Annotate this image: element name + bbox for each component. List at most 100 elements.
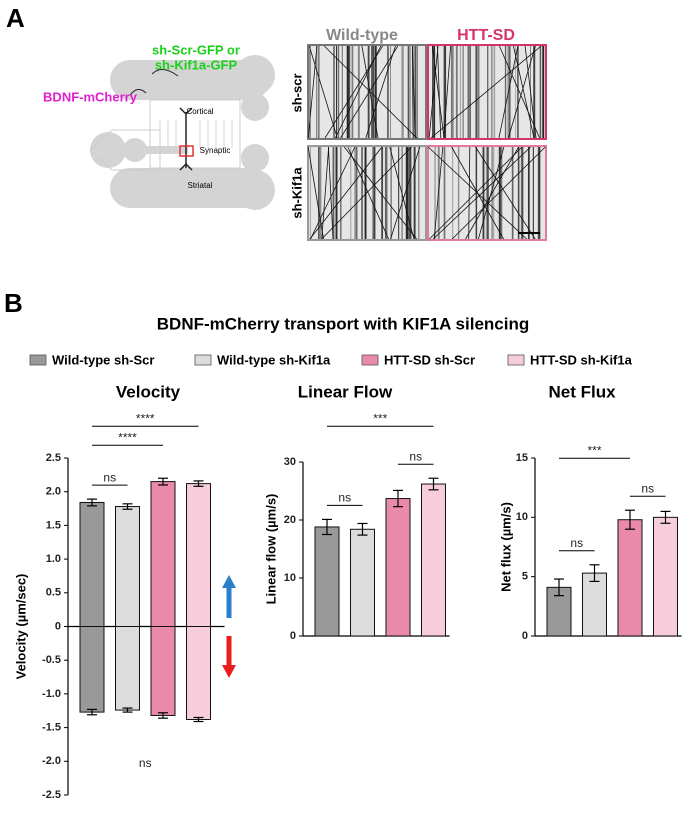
- kymo-track: [321, 146, 412, 240]
- significance-label: ns: [338, 491, 351, 505]
- kymo-track: [309, 146, 383, 240]
- column-label: Wild-type: [326, 27, 398, 44]
- kymo-track: [343, 146, 417, 240]
- row-label: sh-scr: [289, 73, 304, 112]
- kymo-track: [347, 146, 389, 240]
- y-axis-label: Linear flow (µm/s): [263, 494, 278, 605]
- significance-label: ns: [139, 756, 152, 770]
- bar: [314, 526, 340, 637]
- bar: [186, 626, 211, 721]
- bar: [150, 481, 176, 627]
- kymo-track: [437, 45, 442, 139]
- kymo-track: [308, 45, 338, 139]
- bar: [617, 519, 643, 637]
- kymograph: [427, 44, 547, 140]
- row-label: sh-Kif1a: [289, 167, 304, 219]
- kymo-track: [507, 45, 536, 139]
- kymo-track: [431, 45, 445, 139]
- kymo-track: [451, 146, 546, 240]
- region-label: Cortical: [186, 107, 213, 116]
- green-label: sh-Kif1a-GFP: [155, 57, 238, 72]
- bar: [350, 528, 375, 637]
- chart-title: Net Flux: [548, 382, 616, 401]
- y-tick-label: 2.0: [46, 486, 61, 498]
- bar: [115, 506, 140, 628]
- y-tick-label: -1.5: [42, 722, 61, 734]
- chart-title: Linear Flow: [298, 382, 393, 401]
- kymo-track: [310, 146, 356, 240]
- bar: [150, 626, 176, 716]
- bar: [186, 483, 211, 627]
- kymo-track: [433, 146, 444, 240]
- legend-swatch: [507, 354, 525, 366]
- kymo-track: [323, 45, 418, 139]
- region-label: Synaptic: [200, 146, 231, 155]
- significance-label: ns: [409, 449, 422, 463]
- kymo-track: [307, 45, 318, 139]
- y-tick-label: 10: [516, 511, 528, 523]
- legend-label: HTT-SD sh-Kif1a: [530, 352, 633, 367]
- y-axis-label: Velocity (µm/sec): [13, 574, 28, 680]
- significance-label: ****: [118, 430, 137, 444]
- bar: [582, 572, 607, 637]
- y-tick-label: 0: [290, 630, 296, 642]
- kymo-track: [361, 45, 379, 139]
- legend-swatch: [29, 354, 47, 366]
- significance-label: ***: [587, 443, 601, 457]
- figure-title: BDNF-mCherry transport with KIF1A silenc…: [157, 314, 529, 333]
- kymo-track: [524, 45, 537, 139]
- y-tick-label: 0.5: [46, 587, 61, 599]
- legend-swatch: [194, 354, 212, 366]
- column-label: HTT-SD: [457, 27, 515, 44]
- kymo-track: [365, 45, 396, 139]
- kymo-track: [307, 146, 324, 240]
- bar: [79, 501, 105, 628]
- kymo-track: [432, 146, 531, 240]
- y-tick-label: 1.0: [46, 553, 61, 565]
- legend-swatch: [361, 354, 379, 366]
- panel-label: A: [6, 3, 25, 33]
- kymo-track: [340, 45, 399, 139]
- chart-title: Velocity: [116, 382, 181, 401]
- kymo-track: [430, 45, 542, 139]
- magenta-label: BDNF-mCherry: [43, 89, 138, 104]
- green-label: sh-Scr-GFP or: [152, 42, 240, 57]
- schematic: [89, 55, 275, 210]
- y-tick-label: 15: [516, 452, 528, 464]
- y-tick-label: -0.5: [42, 654, 61, 666]
- kymo-track: [498, 45, 519, 139]
- y-axis-label: Net flux (µm/s): [498, 502, 513, 592]
- bar: [653, 516, 678, 637]
- kymo-track: [513, 45, 535, 139]
- bar: [79, 626, 105, 713]
- kymo-track: [443, 45, 452, 139]
- legend-label: Wild-type sh-Kif1a: [217, 352, 331, 367]
- kymograph: [307, 44, 427, 140]
- kymo-track: [334, 45, 382, 139]
- kymo-track: [427, 146, 527, 240]
- kymo-track: [390, 146, 421, 240]
- y-tick-label: 20: [284, 514, 296, 526]
- kymographs: [307, 44, 547, 241]
- kymo-track: [321, 146, 330, 240]
- kymo-track: [475, 146, 536, 240]
- bar: [115, 626, 140, 711]
- panel-label: B: [4, 288, 23, 318]
- kymo-track: [465, 146, 519, 240]
- y-tick-label: 0: [522, 630, 528, 642]
- significance-label: ns: [570, 536, 583, 550]
- legend-label: Wild-type sh-Scr: [52, 352, 154, 367]
- kymo-track: [389, 146, 415, 240]
- y-tick-label: 2.5: [46, 452, 61, 464]
- y-tick-label: 10: [284, 572, 296, 584]
- kymo-track: [328, 146, 334, 240]
- kymo-track: [478, 146, 505, 240]
- significance-label: ****: [136, 411, 155, 425]
- y-tick-label: -1.0: [42, 688, 61, 700]
- y-tick-label: 5: [522, 571, 528, 583]
- significance-label: ns: [641, 481, 654, 495]
- significance-label: ***: [373, 411, 387, 425]
- region-label: Striatal: [188, 181, 213, 190]
- kymo-track: [429, 146, 523, 240]
